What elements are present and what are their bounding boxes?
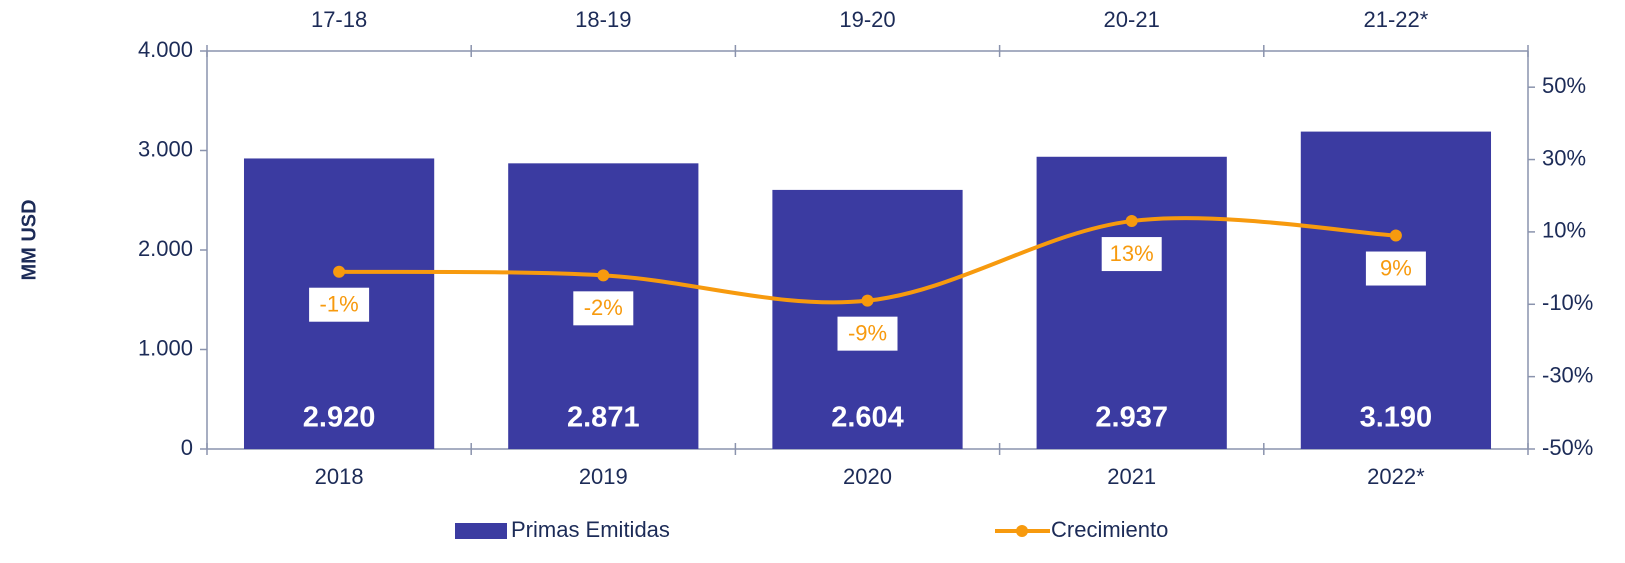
- growth-label-box: [309, 287, 370, 322]
- legend-swatch: [455, 523, 507, 539]
- x-tick-label: 2018: [315, 464, 364, 489]
- growth-point: [861, 294, 874, 307]
- y-tick-label: 0: [181, 435, 193, 460]
- top-tick-label: 18-19: [575, 7, 631, 32]
- bar: [1300, 131, 1492, 449]
- top-tick-label: 19-20: [839, 7, 895, 32]
- growth-point: [1125, 215, 1138, 228]
- x-tick-label: 2019: [579, 464, 628, 489]
- y-axis-title: MM USD: [18, 199, 40, 280]
- growth-point: [597, 269, 610, 282]
- bar-value-label: 2.871: [567, 402, 640, 434]
- y2-tick-label: 30%: [1542, 145, 1586, 170]
- x-tick-label: 2022*: [1367, 464, 1425, 489]
- growth-label: -2%: [584, 295, 623, 320]
- legend-label: Crecimiento: [1051, 517, 1168, 542]
- bar-value-label: 2.937: [1095, 402, 1168, 434]
- bar-value-label: 2.920: [303, 402, 376, 434]
- top-tick-label: 20-21: [1104, 7, 1160, 32]
- growth-label: 13%: [1110, 241, 1154, 266]
- growth-label-box: [1101, 237, 1162, 272]
- y2-tick-label: -10%: [1542, 290, 1593, 315]
- y2-tick-label: 10%: [1542, 218, 1586, 243]
- x-tick-label: 2020: [843, 464, 892, 489]
- y-tick-label: 3.000: [138, 136, 193, 161]
- bar: [1036, 156, 1227, 449]
- legend-label: Primas Emitidas: [511, 517, 670, 542]
- y2-tick-label: 50%: [1542, 73, 1586, 98]
- y-tick-label: 4.000: [138, 37, 193, 62]
- growth-point: [1389, 229, 1402, 242]
- top-tick-label: 21-22*: [1363, 7, 1428, 32]
- y2-tick-label: -50%: [1542, 435, 1593, 460]
- growth-point: [333, 265, 346, 278]
- bar-value-label: 2.604: [831, 402, 904, 434]
- top-tick-label: 17-18: [311, 7, 367, 32]
- growth-label: -1%: [320, 292, 359, 317]
- y2-tick-label: -30%: [1542, 362, 1593, 387]
- growth-label: 9%: [1380, 255, 1412, 280]
- growth-label-box: [837, 316, 898, 351]
- bar-value-label: 3.190: [1360, 402, 1433, 434]
- growth-label: -9%: [848, 320, 887, 345]
- y-tick-label: 1.000: [138, 335, 193, 360]
- growth-label-box: [1365, 251, 1426, 286]
- y-tick-label: 2.000: [138, 236, 193, 261]
- growth-label-box: [573, 291, 634, 326]
- legend-marker: [1016, 525, 1028, 537]
- x-tick-label: 2021: [1107, 464, 1156, 489]
